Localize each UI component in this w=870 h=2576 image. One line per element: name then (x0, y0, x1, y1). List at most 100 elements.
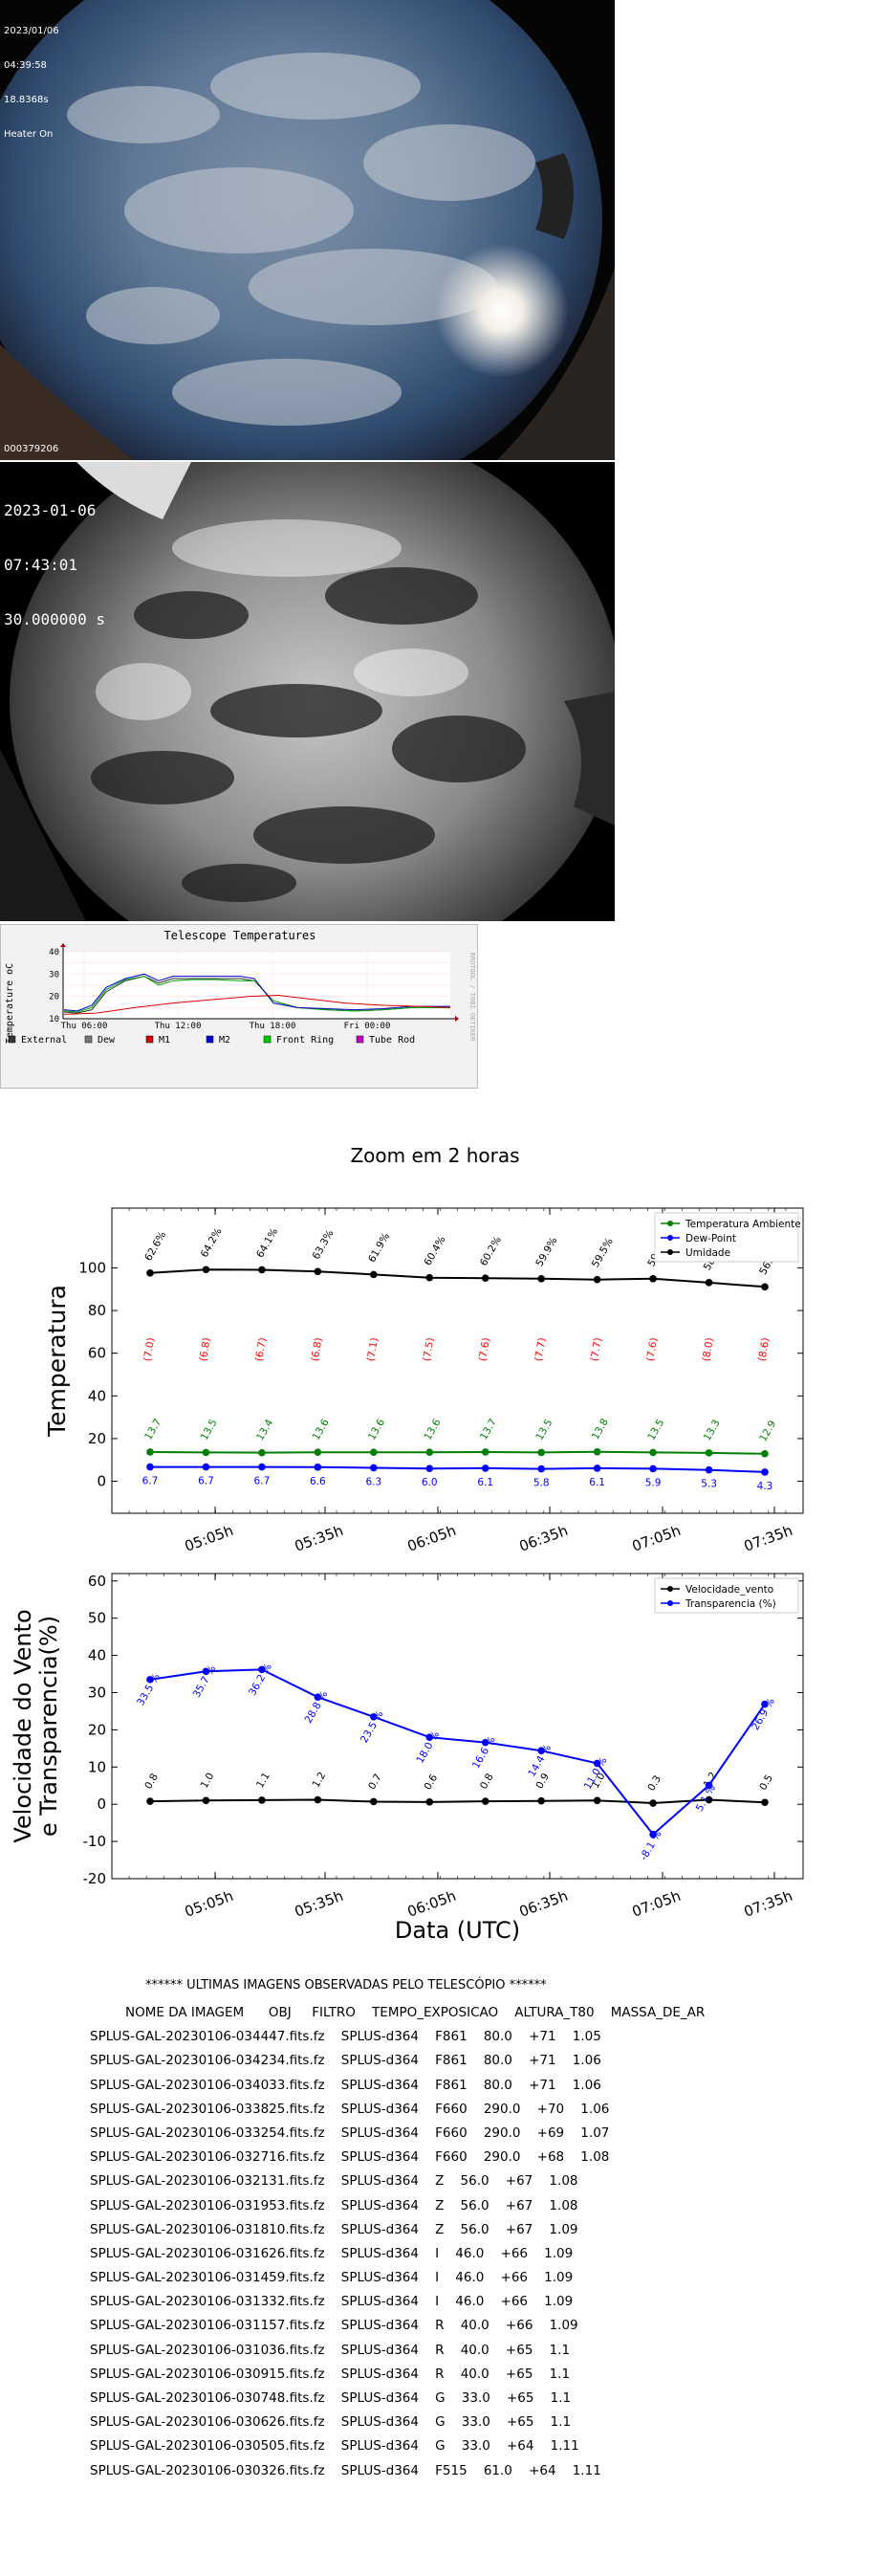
data-label: 13.5 (533, 1418, 555, 1442)
difference-label: (7.7) (589, 1337, 604, 1363)
observation-row: SPLUS-GAL-20230106-034234.fits.fz SPLUS-… (90, 2053, 601, 2069)
difference-label: (7.5) (421, 1337, 436, 1363)
telescope-series-line (63, 994, 451, 1015)
difference-label: (7.6) (644, 1337, 660, 1363)
data-point (761, 1283, 769, 1291)
legend-marker (667, 1249, 673, 1255)
data-point (761, 1700, 769, 1708)
camera1-exposure: 18.8368s (4, 95, 49, 105)
data-label: 5.9 (645, 1477, 662, 1488)
data-label: 13.7 (478, 1417, 499, 1442)
data-point (202, 1667, 210, 1676)
telescope-legend-swatch (8, 1035, 16, 1044)
data-label: 0.7 (366, 1772, 384, 1792)
data-point (593, 1275, 601, 1284)
data-point (425, 1464, 434, 1472)
camera1-timestamp: 2023/01/06 04:39:58 18.8368s Heater On (4, 3, 59, 164)
data-point (146, 1797, 154, 1805)
data-label: 64.2% (199, 1226, 225, 1260)
legend-marker (667, 1586, 673, 1592)
telescope-ytick-label: 30 (49, 970, 59, 980)
data-point (537, 1464, 545, 1473)
observation-row: SPLUS-GAL-20230106-032131.fits.fz SPLUS-… (90, 2173, 578, 2190)
observation-row: SPLUS-GAL-20230106-031626.fits.fz SPLUS-… (90, 2245, 574, 2261)
data-point (425, 1448, 434, 1456)
series-line (149, 1798, 766, 1805)
data-label: 62.6% (142, 1229, 168, 1263)
xtick-label: 07:05h (630, 1887, 684, 1921)
data-point (705, 1795, 713, 1804)
data-point (370, 1448, 378, 1456)
data-point (258, 1266, 266, 1274)
data-point (705, 1279, 713, 1287)
data-label: 0.3 (645, 1773, 663, 1793)
observation-row: SPLUS-GAL-20230106-031157.fits.fz SPLUS-… (90, 2318, 578, 2334)
data-point (481, 1274, 489, 1282)
data-label: 64.1% (254, 1226, 280, 1260)
data-label: 13.7 (142, 1417, 163, 1442)
telescope-y-arrow-icon (60, 943, 66, 947)
legend-box (654, 1577, 799, 1614)
data-label: 60.2% (478, 1235, 504, 1268)
xtick-label: 05:05h (183, 1887, 236, 1921)
data-label: 18.0 % (414, 1729, 442, 1766)
ytick-label: 0 (97, 1795, 106, 1813)
data-point (370, 1464, 378, 1472)
data-label: -8.1 % (638, 1829, 663, 1862)
data-point (146, 1448, 154, 1456)
data-point (761, 1798, 769, 1807)
camera1-heater-status: Heater On (4, 129, 54, 140)
observation-row: SPLUS-GAL-20230106-030748.fits.fz SPLUS-… (90, 2390, 572, 2406)
difference-label: (7.1) (365, 1337, 381, 1363)
telescope-xtick-label: Fri 00:00 (344, 1022, 391, 1031)
plot-frame (111, 1573, 804, 1880)
difference-label: (6.8) (310, 1337, 325, 1363)
data-label: 5.3 (701, 1479, 717, 1490)
ytick-label: -20 (83, 1870, 107, 1887)
observation-row: SPLUS-GAL-20230106-033254.fits.fz SPLUS-… (90, 2125, 610, 2141)
telescope-legend-swatch (145, 1035, 154, 1044)
data-label: 6.1 (477, 1477, 493, 1488)
telescope-legend-swatch (356, 1035, 364, 1044)
data-point (146, 1269, 154, 1277)
data-label: 13.6 (422, 1417, 443, 1442)
telescope-legend: External Dew M1 M2 Front Ring Tube Rod (8, 1035, 415, 1046)
data-point (425, 1798, 434, 1806)
data-point (314, 1464, 322, 1471)
telescope-temperatures-panel: Telescope Temperatures Temperature oC RR… (0, 924, 478, 1089)
data-label: 0.8 (478, 1772, 496, 1791)
data-point (425, 1273, 434, 1282)
data-point (314, 1448, 322, 1456)
ytick-label: 100 (78, 1259, 106, 1276)
telescope-chart-title: Telescope Temperatures (164, 929, 316, 942)
data-label: 6.7 (142, 1476, 159, 1487)
data-point (481, 1738, 489, 1747)
xtick-label: 06:05h (405, 1887, 459, 1921)
data-label: 60.4% (422, 1234, 447, 1267)
data-point (202, 1796, 210, 1805)
data-label: 35.7 % (191, 1663, 219, 1700)
difference-label: (6.8) (198, 1337, 213, 1363)
data-label: 1.2 (311, 1771, 329, 1790)
data-point (481, 1797, 489, 1805)
legend-marker (667, 1600, 673, 1606)
observation-row: SPLUS-GAL-20230106-033825.fits.fz SPLUS-… (90, 2101, 610, 2117)
data-label: 61.9% (366, 1231, 392, 1265)
telescope-axes: 10 20 30 40 Thu 06:00 Thu 12:00 Thu 18:00 Fri 0… (49, 943, 459, 1031)
difference-label: (8.6) (756, 1337, 772, 1363)
data-label: 0.6 (422, 1772, 440, 1793)
data-label: 5.1 % (694, 1783, 718, 1814)
data-point (481, 1448, 489, 1456)
data-label: 59.5% (590, 1236, 616, 1269)
observations-header: NOME DA IMAGEM OBJ FILTRO TEMPO_EXPOSICA… (125, 2005, 706, 2020)
data-label: 13.6 (311, 1417, 332, 1442)
data-point (593, 1796, 601, 1805)
observation-row: SPLUS-GAL-20230106-030326.fits.fz SPLUS-… (90, 2462, 601, 2478)
data-label: 13.6 (366, 1417, 387, 1442)
xtick-label: 07:35h (742, 1522, 795, 1555)
ytick-label: 0 (97, 1473, 106, 1490)
observations-rows: SPLUS-GAL-20230106-034447.fits.fz SPLUS-… (90, 2025, 705, 2483)
data-label: 6.7 (198, 1476, 214, 1487)
data-point (537, 1747, 545, 1754)
